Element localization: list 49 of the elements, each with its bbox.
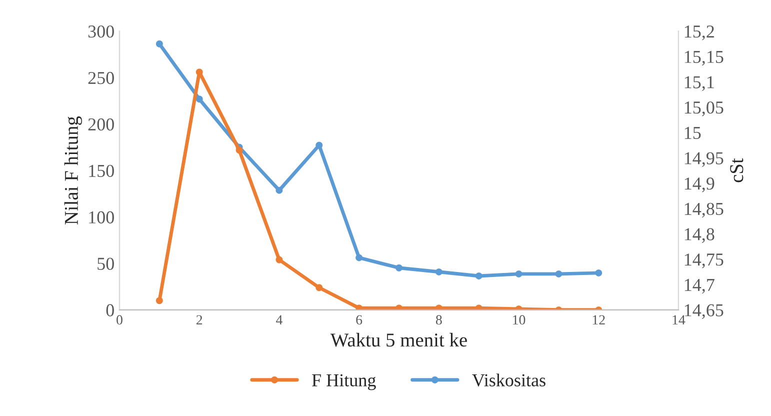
x-tick-label: 10 [513,315,526,325]
y2-tick-label: 15,15 [684,50,724,66]
y2-tick-label: 14,7 [684,278,714,294]
point [156,297,163,304]
x-tick-label: 0 [116,315,122,325]
x-tick-label: 12 [592,315,605,324]
point [156,40,163,48]
y2-tick-label: 15,1 [684,76,714,91]
point [196,96,203,103]
y-tick-label: 250 [88,72,114,84]
y2-tick-label: 14,65 [684,304,724,319]
point [356,304,363,310]
point [475,272,482,280]
y2-axis-title: cSt [730,158,744,182]
y2-tick-label: 14,95 [684,152,724,167]
point [276,256,283,264]
x-tick-label: 2 [196,315,202,324]
y2-tick-label: 14,85 [684,202,724,218]
x-axis-title: Waktu 5 menit ke [330,332,467,347]
point [515,270,522,278]
y2-tick-label: 14,75 [684,254,724,268]
y2-tick-label: 14,9 [684,178,714,192]
x-tick-label: 8 [436,315,442,325]
point [316,284,323,292]
point [555,270,562,278]
y-tick-label: 150 [89,164,114,177]
point [396,264,402,272]
point [196,68,203,76]
x-tick-label: 6 [356,315,362,325]
point [276,186,283,194]
y2-tick-label: 15,05 [684,101,724,116]
point [435,268,442,276]
y-tick-label: 200 [88,118,114,131]
y-tick-label: 300 [88,25,114,38]
y2-tick-label: 15 [684,126,701,139]
y2-tick-label: 15,2 [684,26,714,40]
point [356,254,363,262]
point [236,146,243,154]
x-tick-label: 14 [672,315,686,324]
x-tick-label: 4 [276,315,282,324]
legend-label: F Hitung [312,374,376,390]
point [316,142,323,149]
y-axis-title: Nilai F hitung [64,116,82,225]
point [595,269,602,276]
y-tick-label: 100 [89,211,114,224]
y-tick-label: 0 [106,304,114,316]
y2-tick-label: 14,8 [684,228,714,243]
legend-label: Viskositas [472,374,546,386]
y-tick-label: 50 [98,258,114,270]
